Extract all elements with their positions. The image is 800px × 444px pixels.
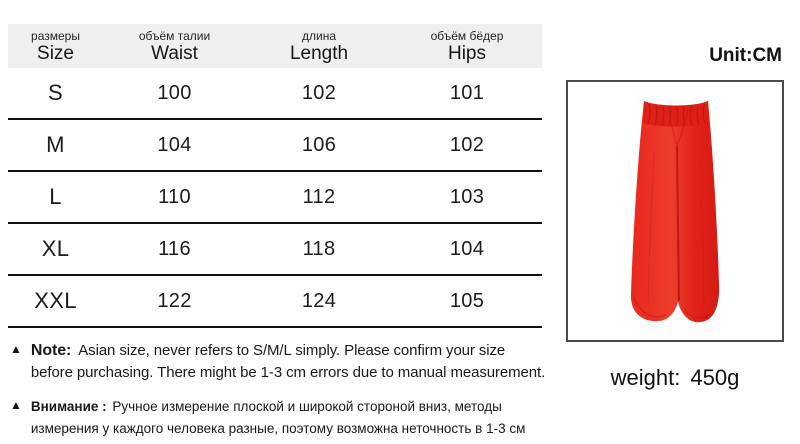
note-russian: ▲ Внимание : Ручное измерение плоской и … xyxy=(10,396,555,439)
note-russian-body: Ручное измерение плоской и широкой сторо… xyxy=(30,399,526,436)
hips-cell: 104 xyxy=(449,237,485,260)
header-waist-ru: объём талии xyxy=(138,28,211,43)
table-row: L 110 112 103 xyxy=(8,172,542,224)
table-row: XXL 122 124 105 xyxy=(8,276,542,328)
table-row: XL 116 118 104 xyxy=(8,224,542,276)
table-header-row: размеры Size объём талии Waist длина Len… xyxy=(8,24,542,68)
triangle-bullet-icon: ▲ xyxy=(10,342,22,356)
size-cell: XL xyxy=(41,236,70,261)
weight-value: 450g xyxy=(690,365,740,390)
note-russian-text: Внимание : Ручное измерение плоской и ши… xyxy=(31,396,547,439)
waist-cell: 116 xyxy=(158,237,191,260)
header-waist-en: Waist xyxy=(151,42,198,64)
note-russian-label: Внимание : xyxy=(30,399,107,414)
waist-cell: 110 xyxy=(158,185,191,208)
product-image-frame xyxy=(566,80,784,342)
table-row: M 104 106 102 xyxy=(8,120,542,172)
length-cell: 106 xyxy=(301,133,337,156)
size-cell: XXL xyxy=(34,288,77,313)
header-length-en: Length xyxy=(289,42,349,64)
hips-cell: 102 xyxy=(449,133,485,156)
hips-cell: 105 xyxy=(449,289,485,312)
header-size-en: Size xyxy=(37,42,74,64)
header-size-ru: размеры xyxy=(31,28,80,43)
hips-cell: 101 xyxy=(449,81,485,104)
header-cell-hips: объём бёдер Hips xyxy=(392,27,542,66)
unit-label: Unit:CM xyxy=(709,45,782,66)
header-hips-ru: объём бёдер xyxy=(430,28,504,43)
size-table: размеры Size объём талии Waist длина Len… xyxy=(8,24,542,328)
note-english-text: Note: Asian size, never refers to S/M/L s… xyxy=(31,340,547,383)
hips-cell: 103 xyxy=(449,185,485,208)
length-cell: 124 xyxy=(301,289,337,312)
table-row: S 100 102 101 xyxy=(8,68,542,120)
note-english-body: Asian size, never refers to S/M/L simply… xyxy=(30,342,546,382)
size-cell: M xyxy=(46,132,65,157)
triangle-bullet-icon: ▲ xyxy=(10,398,22,412)
size-cell: L xyxy=(49,184,62,209)
header-cell-size: размеры Size xyxy=(8,27,103,66)
waist-cell: 104 xyxy=(157,133,192,156)
waist-cell: 122 xyxy=(157,289,192,312)
length-cell: 112 xyxy=(302,185,336,208)
length-cell: 102 xyxy=(301,81,337,104)
length-cell: 118 xyxy=(302,237,336,260)
weight-label: weight: xyxy=(610,365,681,390)
header-cell-waist: объём талии Waist xyxy=(103,27,246,66)
note-english-label: Note: xyxy=(30,342,72,359)
red-pants-image xyxy=(630,101,720,323)
header-length-ru: длина xyxy=(301,28,336,43)
weight-label-row: weight: 450g xyxy=(566,365,784,391)
header-cell-length: длина Length xyxy=(246,27,392,66)
note-english: ▲ Note: Asian size, never refers to S/M/L… xyxy=(10,340,550,383)
waist-cell: 100 xyxy=(157,81,192,104)
header-hips-en: Hips xyxy=(447,42,486,64)
size-cell: S xyxy=(48,80,63,105)
